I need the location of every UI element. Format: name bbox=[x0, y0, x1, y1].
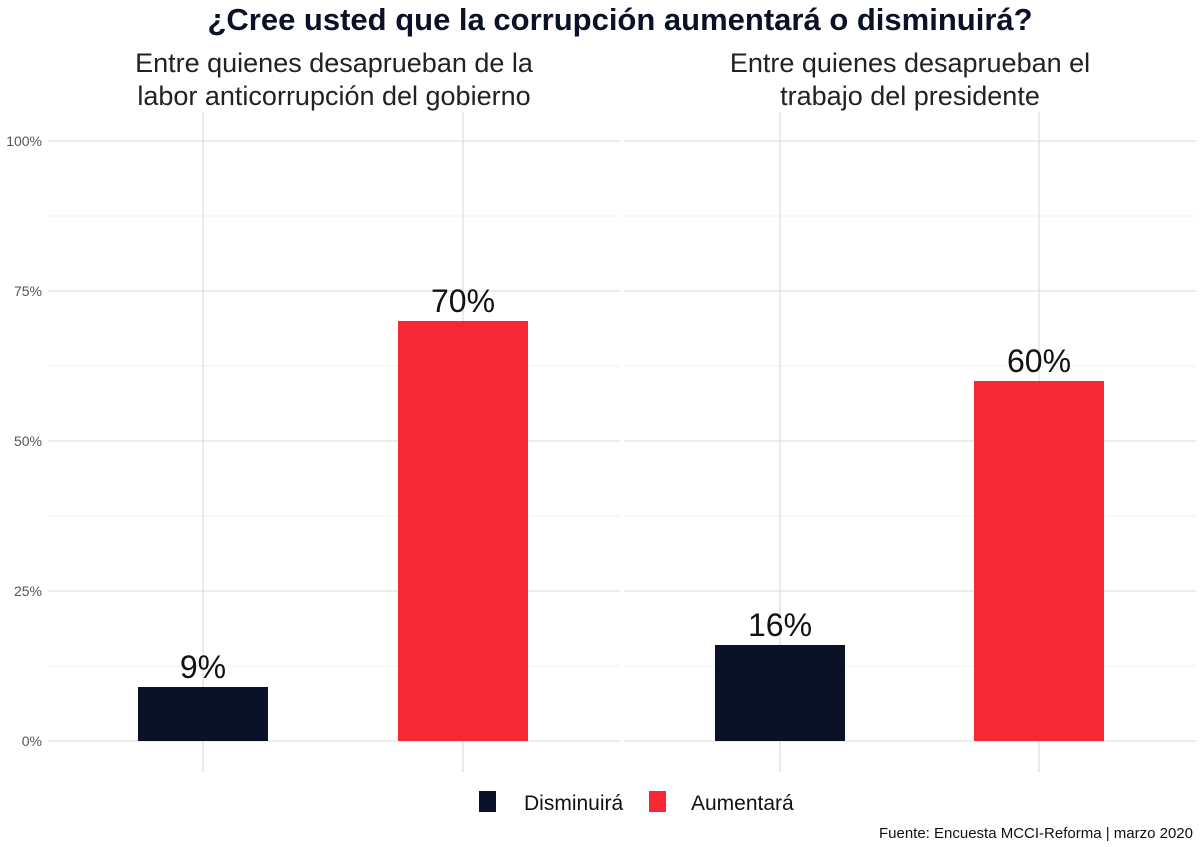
chart-title: ¿Cree usted que la corrupción aumentará … bbox=[207, 2, 1032, 37]
data-label-panel-1-2: 70% bbox=[431, 283, 495, 319]
legend-swatch-aumentara bbox=[649, 791, 666, 812]
legend-label-aumentara: Aumentará bbox=[691, 792, 794, 815]
y-tick-label: 100% bbox=[6, 133, 42, 149]
legend-swatch-disminuira bbox=[479, 791, 496, 812]
legend-label-disminuira: Disminuirá bbox=[524, 792, 624, 815]
panel-1-subtitle-line-1: Entre quienes desaprueban de la bbox=[135, 48, 534, 78]
panel-2-subtitle-line-2: trabajo del presidente bbox=[780, 81, 1040, 111]
panel-1-subtitle-line-2: labor anticorrupción del gobierno bbox=[137, 81, 530, 111]
data-label-panel-1-1: 9% bbox=[180, 649, 226, 685]
bars bbox=[138, 321, 1104, 741]
source-caption: Fuente: Encuesta MCCI-Reforma | marzo 20… bbox=[879, 825, 1193, 842]
y-tick-label: 25% bbox=[14, 583, 42, 599]
legend: Disminuirá Aumentará bbox=[479, 791, 794, 815]
bar-panel-1-aumentara bbox=[398, 321, 528, 741]
bar-panel-1-disminuira bbox=[138, 687, 268, 741]
y-tick-label: 75% bbox=[14, 283, 42, 299]
y-axis-ticks: 0% 25% 50% 75% 100% bbox=[6, 133, 42, 749]
data-label-panel-2-1: 16% bbox=[748, 607, 812, 643]
bar-panel-2-disminuira bbox=[715, 645, 845, 741]
panel-2-subtitle-line-1: Entre quienes desaprueban el bbox=[730, 48, 1090, 78]
data-label-panel-2-2: 60% bbox=[1007, 343, 1071, 379]
y-tick-label: 50% bbox=[14, 433, 42, 449]
y-tick-label: 0% bbox=[22, 733, 42, 749]
bar-panel-2-aumentara bbox=[974, 381, 1104, 741]
data-labels: 9% 70% 16% 60% bbox=[180, 283, 1071, 685]
